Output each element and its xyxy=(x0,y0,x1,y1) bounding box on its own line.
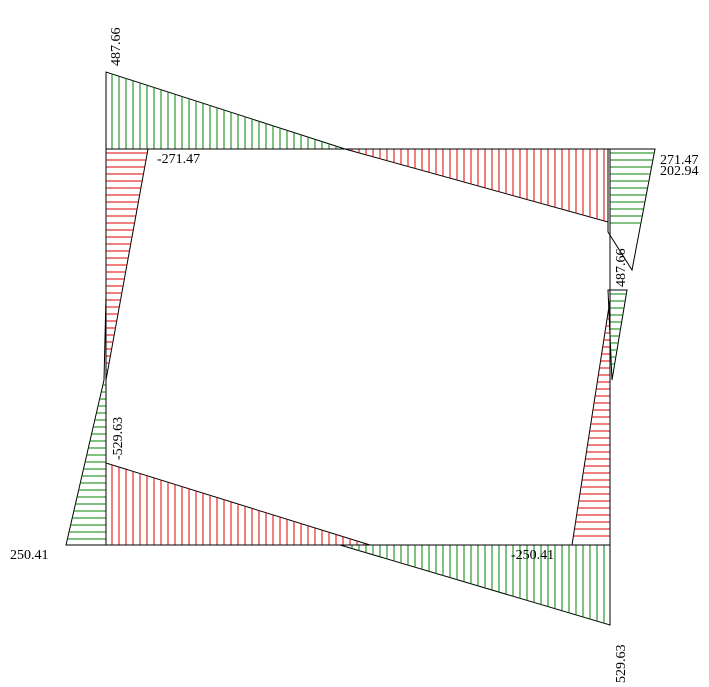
label-bottom-left-value: 250.41 xyxy=(10,548,49,563)
label-right-column-peak: 487.66 xyxy=(614,249,629,288)
left-column-bottom-positive xyxy=(65,295,107,546)
label-left-column-value: -529.63 xyxy=(111,417,126,460)
label-top-right-value: 271.47 xyxy=(660,153,699,168)
left-column-top-negative xyxy=(105,148,149,381)
bottom-beam-positive xyxy=(339,544,611,626)
top-beam-positive xyxy=(105,71,346,150)
label-top-right-overlap: 202.94 xyxy=(660,164,699,179)
right-column-bottom-negative xyxy=(571,299,611,546)
label-top-left-base: -271.47 xyxy=(157,152,200,167)
bottom-beam-negative xyxy=(105,462,371,546)
right-column-mid-positive xyxy=(607,289,628,381)
label-bottom-right-value: -250.41 xyxy=(511,548,554,563)
label-top-left-peak: 487.66 xyxy=(109,28,124,67)
label-bottom-right-peak: 529.63 xyxy=(614,645,629,684)
top-beam-negative xyxy=(344,148,609,223)
frame-axes xyxy=(105,148,611,546)
right-column-top-positive xyxy=(607,148,656,272)
